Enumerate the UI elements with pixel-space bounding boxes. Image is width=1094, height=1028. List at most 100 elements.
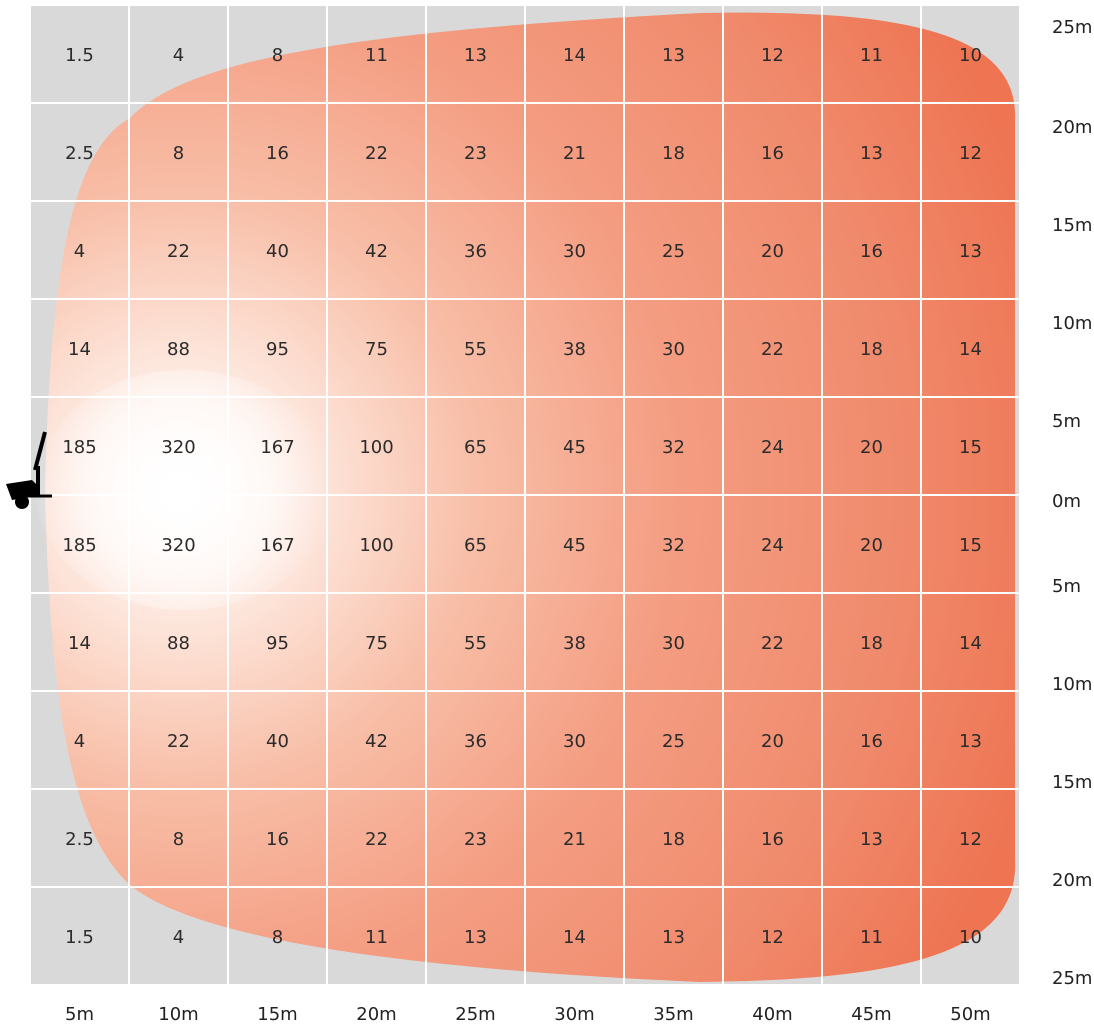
cell-value: 16: [860, 241, 883, 262]
x-axis-tick-labels: 5m 10m 15m 20m 25m 30m 35m 40m 45m 50m: [65, 1004, 991, 1025]
cell-value: 14: [68, 339, 91, 360]
cell-value: 38: [563, 339, 586, 360]
cell-value: 18: [662, 829, 685, 850]
cell-value: 14: [959, 339, 982, 360]
cell-value: 45: [563, 437, 586, 458]
cell-value: 22: [365, 143, 388, 164]
cell-value: 14: [68, 633, 91, 654]
cell-value: 25: [662, 731, 685, 752]
y-tick-label: 10m: [1052, 674, 1092, 695]
cell-value: 42: [365, 731, 388, 752]
cell-value: 21: [563, 143, 586, 164]
cell-value: 22: [761, 339, 784, 360]
cell-value: 45: [563, 535, 586, 556]
cell-value: 11: [860, 927, 883, 948]
cell-value: 13: [860, 143, 883, 164]
cell-value: 14: [563, 927, 586, 948]
cell-value: 12: [959, 143, 982, 164]
cell-value: 11: [860, 45, 883, 66]
y-tick-label: 25m: [1052, 968, 1092, 989]
cell-value: 20: [860, 535, 883, 556]
cell-labels: 1.5 4 8 11 13 14 13 12 11 10 2.5 8 16 22 23 21 18 16 13 12 4…: [62, 45, 982, 948]
y-tick-label: 0m: [1052, 491, 1081, 512]
y-tick-label: 15m: [1052, 772, 1092, 793]
x-tick-label: 20m: [356, 1004, 396, 1025]
y-axis-tick-labels: 25m 20m 15m 10m 5m 0m 5m 10m 15m 20m 25m: [1052, 17, 1092, 989]
cell-value: 13: [860, 829, 883, 850]
cell-value: 24: [761, 437, 784, 458]
cell-value: 4: [173, 927, 184, 948]
cell-value: 95: [266, 633, 289, 654]
cell-value: 4: [74, 731, 85, 752]
cell-value: 30: [662, 633, 685, 654]
beam-shape: [45, 12, 1016, 982]
cell-value: 185: [62, 437, 96, 458]
cell-value: 16: [266, 829, 289, 850]
x-tick-label: 10m: [158, 1004, 198, 1025]
cell-value: 40: [266, 731, 289, 752]
cell-value: 10: [959, 927, 982, 948]
cell-value: 23: [464, 829, 487, 850]
y-tick-label: 5m: [1052, 576, 1081, 597]
cell-value: 16: [761, 143, 784, 164]
cell-value: 38: [563, 633, 586, 654]
cell-value: 10: [959, 45, 982, 66]
cell-value: 13: [959, 731, 982, 752]
cell-value: 13: [662, 45, 685, 66]
cell-value: 20: [761, 241, 784, 262]
cell-value: 21: [563, 829, 586, 850]
cell-value: 42: [365, 241, 388, 262]
cell-value: 88: [167, 339, 190, 360]
cell-value: 8: [173, 143, 184, 164]
cell-value: 16: [761, 829, 784, 850]
cell-value: 22: [761, 633, 784, 654]
cell-value: 15: [959, 437, 982, 458]
cell-value: 167: [260, 437, 294, 458]
cell-value: 88: [167, 633, 190, 654]
cell-value: 320: [161, 535, 195, 556]
cell-value: 22: [365, 829, 388, 850]
x-tick-label: 50m: [950, 1004, 990, 1025]
cell-value: 320: [161, 437, 195, 458]
cell-value: 1.5: [65, 927, 94, 948]
cell-value: 30: [563, 731, 586, 752]
cell-value: 14: [563, 45, 586, 66]
cell-value: 32: [662, 437, 685, 458]
cell-value: 4: [173, 45, 184, 66]
cell-value: 55: [464, 633, 487, 654]
cell-value: 12: [959, 829, 982, 850]
x-tick-label: 15m: [257, 1004, 297, 1025]
y-tick-label: 25m: [1052, 17, 1092, 38]
cell-value: 18: [860, 339, 883, 360]
x-tick-label: 5m: [65, 1004, 94, 1025]
cell-value: 75: [365, 339, 388, 360]
cell-value: 32: [662, 535, 685, 556]
cell-value: 167: [260, 535, 294, 556]
cell-value: 25: [662, 241, 685, 262]
cell-value: 40: [266, 241, 289, 262]
cell-value: 24: [761, 535, 784, 556]
cell-value: 95: [266, 339, 289, 360]
cell-value: 22: [167, 241, 190, 262]
cell-value: 11: [365, 927, 388, 948]
y-tick-label: 5m: [1052, 411, 1081, 432]
cell-value: 30: [563, 241, 586, 262]
cell-value: 4: [74, 241, 85, 262]
cell-value: 18: [860, 633, 883, 654]
y-tick-label: 15m: [1052, 215, 1092, 236]
cell-value: 1.5: [65, 45, 94, 66]
cell-value: 100: [359, 437, 393, 458]
cell-value: 13: [959, 241, 982, 262]
cell-value: 185: [62, 535, 96, 556]
cell-value: 8: [272, 927, 283, 948]
y-tick-label: 10m: [1052, 313, 1092, 334]
cell-value: 16: [266, 143, 289, 164]
beam-hotspot: [35, 370, 335, 610]
cell-value: 13: [464, 45, 487, 66]
cell-value: 65: [464, 535, 487, 556]
x-tick-label: 30m: [554, 1004, 594, 1025]
cell-value: 55: [464, 339, 487, 360]
cell-value: 20: [761, 731, 784, 752]
cell-value: 15: [959, 535, 982, 556]
